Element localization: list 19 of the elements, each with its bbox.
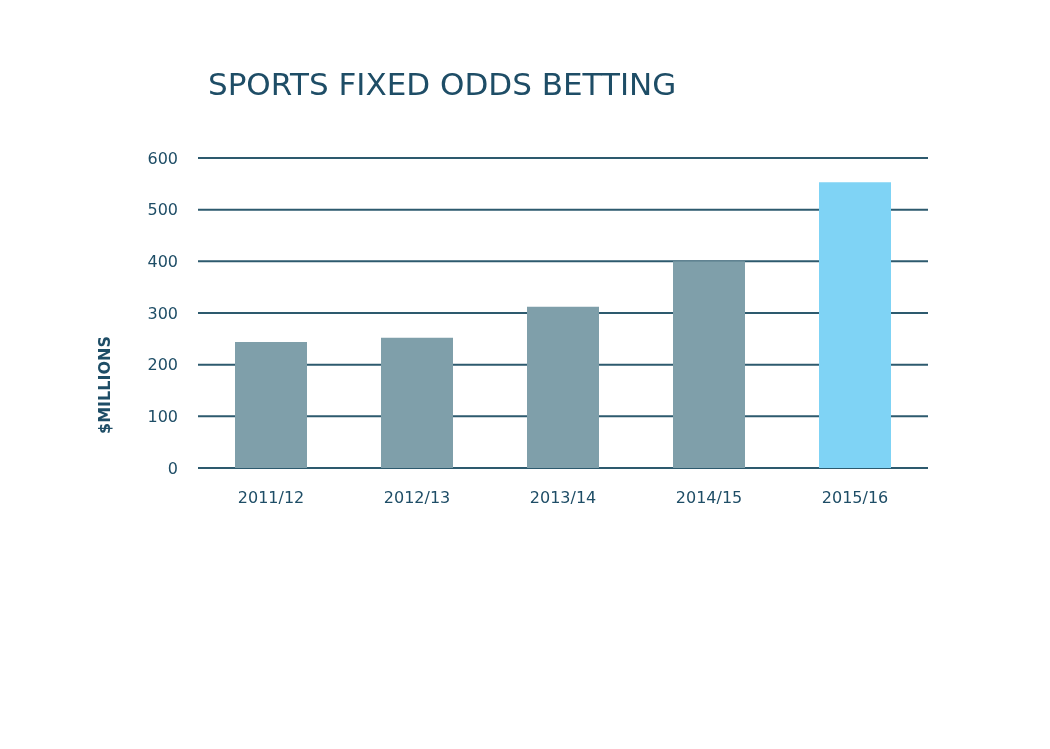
x-tick-label: 2011/12 <box>237 488 305 508</box>
y-tick-label: 200 <box>147 355 178 375</box>
bar <box>673 261 745 468</box>
x-tick-label: 2013/14 <box>529 488 597 508</box>
y-tick-label: 0 <box>167 458 178 478</box>
bar <box>235 341 307 468</box>
y-tick-label: 400 <box>147 252 178 272</box>
bar <box>819 182 891 468</box>
y-axis-title: $MILLIONS <box>94 336 114 434</box>
bar <box>381 337 453 468</box>
bar <box>527 306 599 468</box>
x-tick-label: 2014/15 <box>675 488 743 508</box>
y-tick-label: 300 <box>147 303 178 323</box>
x-tick-label: 2015/16 <box>821 488 889 508</box>
y-tick-label: 600 <box>147 148 178 168</box>
y-tick-label: 500 <box>147 200 178 220</box>
chart-title: SPORTS FIXED ODDS BETTING <box>208 66 677 102</box>
y-tick-label: 100 <box>147 407 178 427</box>
x-tick-label: 2012/13 <box>383 488 451 508</box>
